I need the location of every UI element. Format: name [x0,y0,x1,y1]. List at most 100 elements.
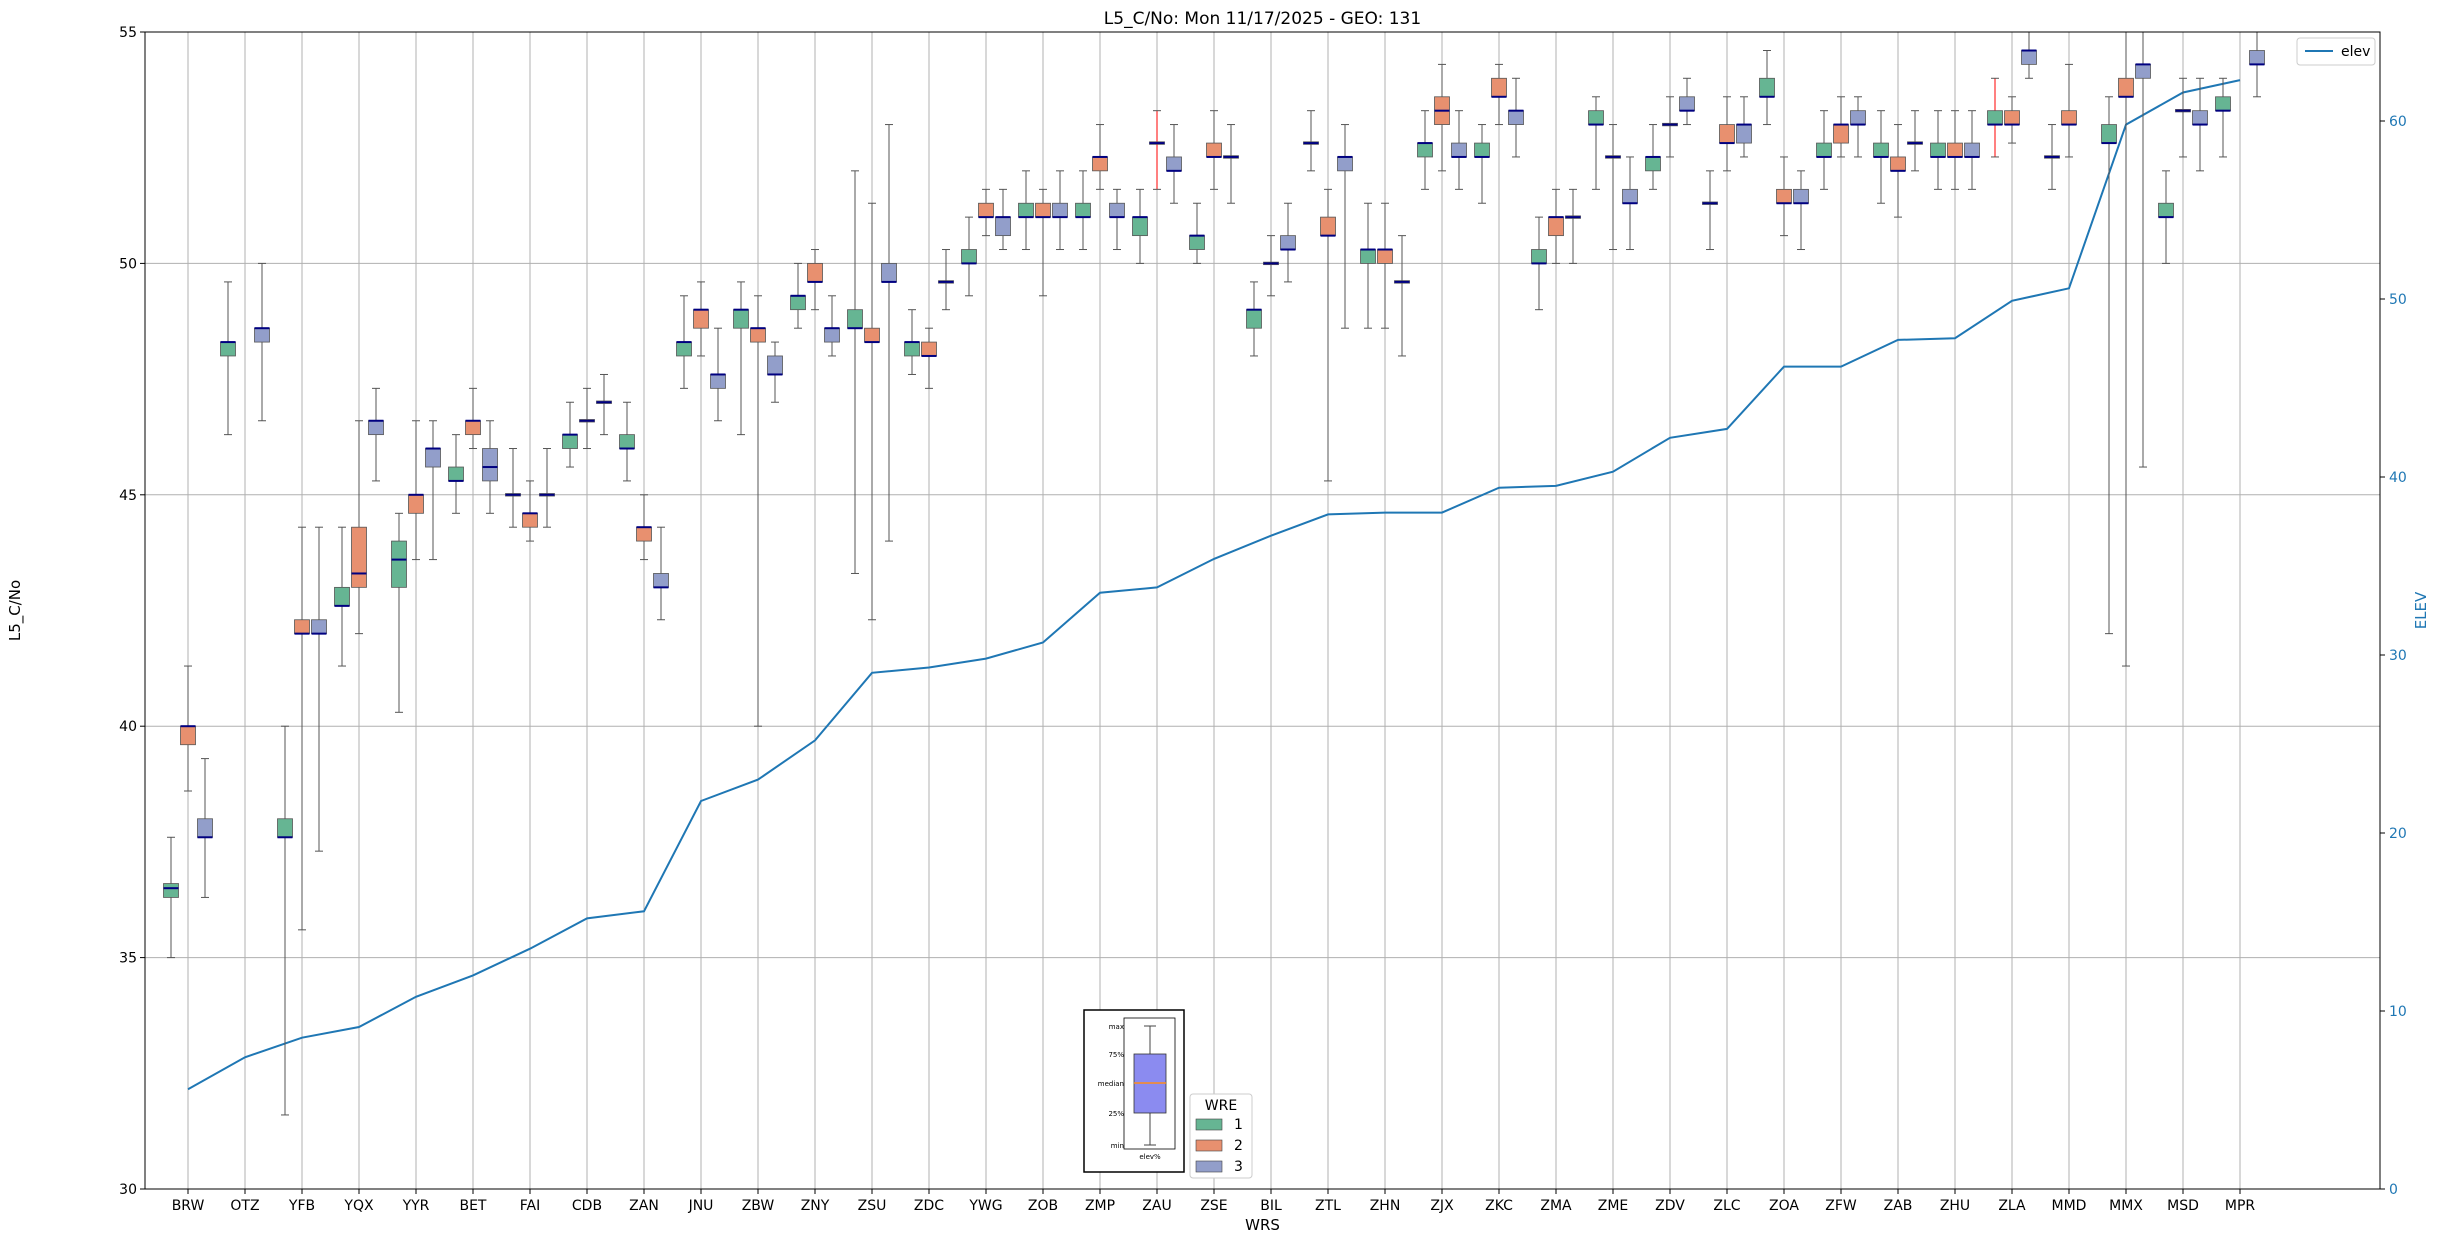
box-ZAN-wre2 [636,494,652,561]
box-BRW-wre2 [180,665,196,792]
box-MSD-wre1 [2158,170,2174,264]
box-iqr [1360,249,1376,264]
box-ZAN-wre1 [619,401,635,482]
box-iqr [961,249,977,264]
box-iqr [676,341,692,357]
box-ZDC-wre2 [921,327,937,389]
box-iqr [1987,110,2003,125]
box-iqr [1109,202,1125,218]
box-iqr [807,262,823,283]
box-ZLC-wre2 [1719,96,1735,172]
tick-label-x-ZHN: ZHN [1370,1198,1401,1214]
box-ZOA-wre2 [1776,156,1792,237]
box-iqr [824,327,840,343]
box-iqr [710,374,726,389]
tick-label-x-ZBW: ZBW [742,1198,775,1214]
box-ZFW-wre2 [1833,96,1849,158]
tick-label-x-OTZ: OTZ [230,1198,259,1214]
box-iqr [448,466,464,482]
box-ZSU-wre1 [847,170,863,574]
box-ZAB-wre1 [1873,110,1889,204]
box-YYR-wre1 [391,512,407,713]
chart-title: L5_C/No: Mon 11/17/2025 - GEO: 131 [1104,9,1421,29]
box-BIL-wre3 [1280,202,1296,283]
box-ZMA-wre1 [1531,216,1547,311]
box-iqr [1035,202,1051,218]
box-key-glyph [1123,1017,1176,1150]
box-iqr [1679,96,1695,112]
box-MPR-wre3 [2249,31,2265,98]
elev-line [187,79,2241,1091]
box-ZBW-wre2 [750,295,766,727]
box-ZOA-wre3 [1793,170,1809,251]
box-ZSE-wre2 [1206,110,1222,190]
box-YFB-wre3 [311,526,327,852]
legend-wre-title: WRE [1205,1098,1237,1114]
box-iqr [1018,202,1034,218]
box-key-label-q3: 75% [1108,1051,1124,1059]
box-MMD-wre1 [2044,124,2060,190]
box-ZJX-wre1 [1417,110,1433,190]
box-iqr [1166,156,1182,172]
legend-wre-label-2: 2 [1234,1138,1243,1154]
box-iqr [2192,110,2208,125]
tick-label-x-ZSU: ZSU [858,1198,887,1214]
box-BET-wre3 [482,420,498,514]
box-ZLA-wre2 [2004,96,2020,144]
box-ZSE-wre1 [1189,202,1205,264]
tick-label-x-ZMP: ZMP [1085,1198,1115,1214]
box-ZMA-wre3 [1565,188,1581,264]
tick-label-x-ZOA: ZOA [1769,1198,1799,1214]
box-YFB-wre1 [277,725,293,1116]
legend-wre-frame [1189,1093,1253,1179]
tick-label-x-ZMA: ZMA [1540,1198,1572,1214]
box-key-label-median: median [1098,1080,1124,1088]
box-YWG-wre3 [995,188,1011,251]
box-CDB-wre3 [596,373,612,436]
box-ZFW-wre3 [1850,96,1866,158]
tick-label-x-YFB: YFB [288,1198,315,1214]
tick-label-x-ZFW: ZFW [1825,1198,1857,1214]
box-iqr [2135,63,2151,79]
box-BET-wre1 [448,434,464,514]
box-iqr [1964,142,1980,158]
box-iqr [1092,156,1108,172]
box-iqr [1474,142,1490,158]
box-iqr [864,327,880,343]
box-iqr [1759,77,1775,98]
box-BIL-wre1 [1246,281,1262,357]
box-YYR-wre2 [408,420,424,561]
box-MMX-wre2 [2118,31,2134,667]
box-iqr [2118,77,2134,98]
box-iqr [2061,110,2077,125]
box-ZOB-wre2 [1035,188,1051,297]
tick-label-y-30: 30 [119,1182,137,1198]
box-key-label-max: max [1109,1023,1124,1031]
box-YQX-wre1 [334,526,350,667]
box-MMD-wre2 [2061,63,2077,158]
box-ZMA-wre2 [1548,188,1564,264]
box-iqr [2249,50,2265,65]
box-iqr [1337,156,1353,172]
box-ZMP-wre3 [1109,188,1125,251]
box-iqr [1588,110,1604,125]
tick-label-y-right-20: 20 [2389,826,2407,842]
box-ZLC-wre1 [1702,170,1718,251]
box-ZAU-wre2 [1149,110,1165,190]
box-iqr [619,434,635,449]
box-iqr [693,309,709,329]
box-iqr [425,448,441,468]
box-iqr [368,420,384,436]
tick-label-x-ZOB: ZOB [1028,1198,1058,1214]
tick-label-x-MMD: MMD [2052,1198,2087,1214]
box-iqr [220,341,236,357]
box-iqr [391,540,407,588]
box-iqr [750,327,766,343]
box-ZHN-wre2 [1377,202,1393,329]
box-ZKC-wre3 [1508,77,1524,158]
box-ZTL-wre1 [1303,110,1319,172]
box-FAI-wre3 [539,448,555,528]
box-iqr [1645,156,1661,172]
box-ZLA-wre3 [2021,31,2037,79]
box-ZNY-wre2 [807,249,823,311]
